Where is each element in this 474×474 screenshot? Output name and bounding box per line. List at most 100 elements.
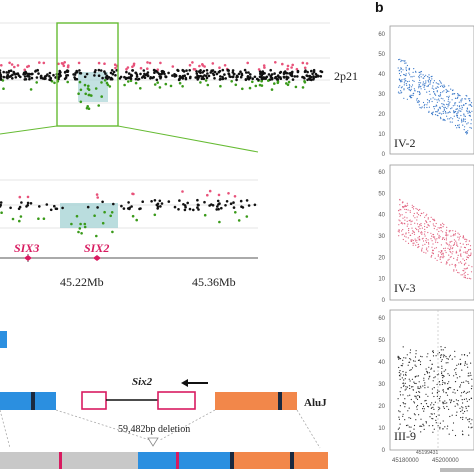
- data-dot: [457, 93, 459, 95]
- data-dot: [402, 60, 404, 62]
- data-dot: [402, 217, 404, 219]
- data-dot: [447, 100, 449, 102]
- data-dot: [149, 77, 152, 80]
- data-dot: [207, 74, 211, 78]
- data-dot: [18, 195, 22, 199]
- data-dot: [407, 364, 409, 366]
- data-dot: [410, 386, 413, 388]
- data-dot: [463, 246, 466, 248]
- data-dot: [26, 195, 30, 199]
- data-dot: [86, 205, 90, 209]
- data-dot: [229, 202, 233, 205]
- data-dot: [453, 369, 456, 371]
- data-dot: [463, 259, 466, 262]
- data-dot: [405, 373, 407, 375]
- data-dot: [446, 242, 448, 244]
- marker-label: 45199431: [416, 450, 438, 456]
- data-dot: [403, 374, 405, 376]
- data-dot: [459, 261, 462, 263]
- data-dot: [453, 115, 455, 117]
- data-dot: [196, 77, 200, 80]
- data-dot: [466, 363, 468, 365]
- data-dot: [61, 206, 64, 210]
- data-dot: [462, 407, 464, 409]
- data-dot: [404, 219, 406, 221]
- data-dot: [470, 397, 473, 399]
- data-dot: [204, 79, 208, 82]
- data-dot: [97, 61, 101, 65]
- data-dot: [415, 353, 417, 355]
- data-dot: [423, 86, 425, 88]
- data-dot: [406, 64, 408, 67]
- y-tick-label: 60: [378, 170, 385, 176]
- data-dot: [412, 244, 414, 246]
- data-dot: [425, 215, 427, 217]
- data-dot: [462, 124, 464, 126]
- data-dot: [466, 133, 468, 135]
- data-dot: [192, 208, 195, 212]
- data-dot: [402, 207, 404, 209]
- data-dot: [461, 121, 463, 123]
- data-dot: [39, 76, 43, 80]
- direction-arrow-icon: [181, 379, 188, 387]
- data-dot: [279, 76, 282, 79]
- data-dot: [188, 69, 191, 72]
- data-dot: [443, 391, 445, 393]
- data-dot: [463, 115, 465, 117]
- data-dot: [448, 111, 451, 113]
- data-dot: [402, 69, 404, 71]
- data-dot: [450, 247, 452, 249]
- data-dot: [219, 84, 222, 88]
- data-dot: [260, 79, 263, 83]
- data-dot: [16, 72, 20, 75]
- data-dot: [413, 88, 415, 90]
- data-dot: [428, 425, 430, 427]
- data-dot: [456, 259, 458, 261]
- data-dot: [413, 75, 415, 77]
- data-dot: [405, 386, 407, 388]
- data-dot: [203, 65, 206, 68]
- data-dot: [461, 369, 463, 371]
- marker-bottom: [230, 452, 234, 469]
- data-dot: [125, 70, 128, 74]
- data-dot: [431, 246, 433, 248]
- data-dot: [31, 72, 34, 76]
- data-dot: [403, 97, 405, 99]
- data-dot: [404, 78, 406, 80]
- data-dot: [454, 381, 457, 383]
- data-dot: [431, 402, 433, 404]
- data-dot: [95, 234, 98, 238]
- data-dot: [411, 86, 413, 88]
- data-dot: [466, 277, 468, 279]
- data-dot: [424, 216, 426, 218]
- data-dot: [427, 242, 430, 244]
- data-dot: [433, 219, 435, 221]
- data-dot: [282, 75, 286, 79]
- data-dot: [411, 97, 413, 99]
- data-dot: [444, 119, 446, 122]
- data-dot: [405, 388, 407, 390]
- data-dot: [54, 207, 58, 210]
- data-dot: [404, 235, 406, 237]
- data-dot: [49, 76, 53, 80]
- data-dot: [398, 72, 401, 75]
- data-dot: [435, 111, 437, 113]
- data-dot: [399, 411, 401, 413]
- data-dot: [435, 222, 437, 225]
- data-dot: [156, 207, 159, 210]
- data-dot: [447, 388, 449, 390]
- data-dot: [57, 62, 60, 66]
- data-dot: [416, 97, 418, 100]
- data-dot: [399, 391, 401, 393]
- data-dot: [263, 66, 266, 69]
- data-dot: [407, 242, 410, 244]
- data-dot: [454, 264, 456, 266]
- data-dot: [405, 79, 407, 82]
- data-dot: [466, 244, 468, 246]
- data-dot: [417, 91, 419, 93]
- data-dot: [161, 69, 164, 73]
- data-dot: [464, 274, 466, 277]
- data-dot: [465, 252, 467, 254]
- data-dot: [410, 221, 412, 223]
- data-dot: [234, 83, 238, 87]
